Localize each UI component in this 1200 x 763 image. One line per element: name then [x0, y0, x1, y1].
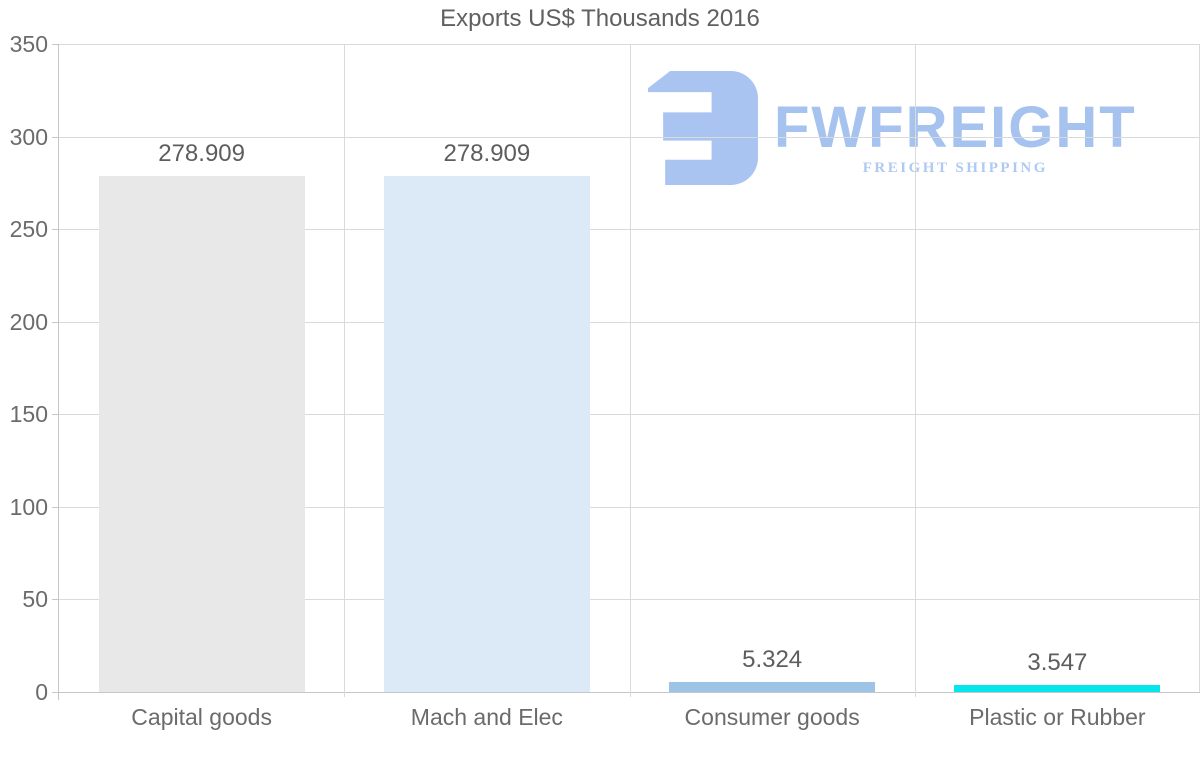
logo-text-block: FWFREIGHT FREIGHT SHIPPING	[774, 71, 1137, 185]
y-tick-label: 200	[9, 308, 48, 335]
y-tick-mark	[52, 599, 59, 601]
gridline	[59, 506, 1200, 508]
bar-value-label: 5.324	[742, 646, 803, 674]
y-tick-mark	[52, 44, 59, 45]
fwfreight-logo: FWFREIGHT FREIGHT SHIPPING	[648, 71, 1137, 185]
y-tick-label: 300	[9, 123, 48, 150]
y-tick-label: 50	[22, 586, 48, 613]
y-tick-label: 350	[9, 31, 48, 57]
y-tick-mark	[52, 414, 59, 416]
bar	[669, 682, 876, 692]
gridline	[59, 321, 1200, 323]
gridline	[59, 599, 1200, 601]
bar-value-label: 278.909	[443, 139, 531, 167]
logo-text: FWFREIGHT	[774, 95, 1137, 160]
y-tick-mark	[52, 506, 59, 508]
y-tick-label: 100	[9, 493, 48, 520]
bar	[954, 685, 1161, 692]
y-tick-mark	[52, 321, 59, 323]
y-tick-label: 150	[9, 401, 48, 428]
y-tick-mark	[52, 692, 59, 693]
y-axis-line	[58, 44, 59, 700]
bar	[383, 175, 590, 692]
y-tick-mark	[52, 229, 59, 231]
x-category-label: Consumer goods	[684, 704, 860, 730]
category-gridline	[629, 44, 631, 697]
gridline	[59, 414, 1200, 416]
gridline	[59, 229, 1200, 231]
x-category-label: Capital goods	[131, 704, 272, 730]
y-tick-label: 0	[35, 679, 48, 705]
logo-tagline: FREIGHT SHIPPING	[862, 160, 1048, 176]
category-gridline	[344, 44, 346, 697]
x-category-label: Plastic or Rubber	[969, 704, 1146, 730]
x-category-label: Mach and Elec	[410, 704, 563, 730]
y-tick-label: 250	[9, 216, 48, 243]
gridline	[59, 44, 1200, 45]
chart-title: Exports US$ Thousands 2016	[440, 5, 760, 32]
fwfreight-mark-icon	[648, 71, 758, 185]
bar	[98, 175, 305, 692]
bar-value-label: 278.909	[158, 139, 245, 167]
y-tick-mark	[52, 136, 59, 138]
bar-value-label: 3.547	[1027, 649, 1088, 677]
baseline-gridline	[59, 692, 1200, 693]
